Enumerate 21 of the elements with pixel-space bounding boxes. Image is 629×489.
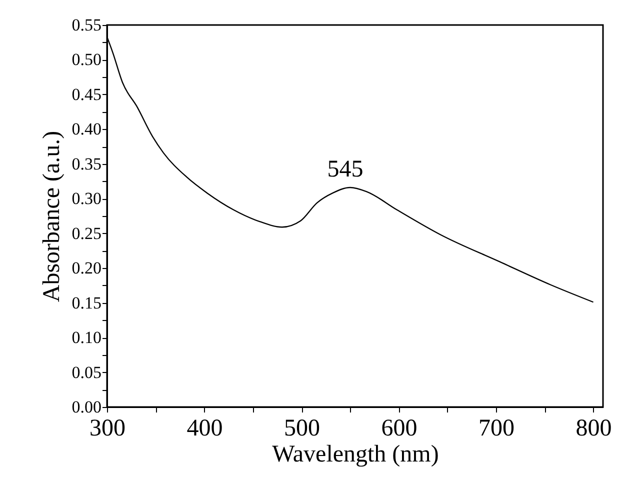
y-tick-label: 0.30 <box>72 189 102 208</box>
x-axis-title: Wavelength (nm) <box>272 442 439 468</box>
x-tick-label: 300 <box>90 416 126 442</box>
x-tick-label: 400 <box>186 416 223 442</box>
y-tick-label: 0.00 <box>72 398 102 416</box>
y-tick-label: 0.35 <box>72 154 102 174</box>
y-tick-label: 0.40 <box>72 120 102 139</box>
x-tick-label: 500 <box>284 416 320 442</box>
y-tick-label: 0.05 <box>72 362 102 382</box>
y-tick-label: 0.15 <box>72 293 102 312</box>
annotation: 545 <box>327 156 364 183</box>
y-tick-label: 0.25 <box>72 224 102 243</box>
y-tick-label: 0.50 <box>72 50 102 70</box>
x-tick-label: 800 <box>576 416 612 442</box>
y-tick-label: 0.45 <box>72 84 102 104</box>
y-tick-label: 0.10 <box>72 328 102 348</box>
y-tick-label: 0.55 <box>72 16 102 34</box>
x-tick-label: 700 <box>478 416 515 442</box>
x-tick-label: 600 <box>381 416 418 442</box>
y-axis-title: Absorbance (a.u.) <box>38 130 65 302</box>
y-tick-label: 0.20 <box>72 258 102 278</box>
